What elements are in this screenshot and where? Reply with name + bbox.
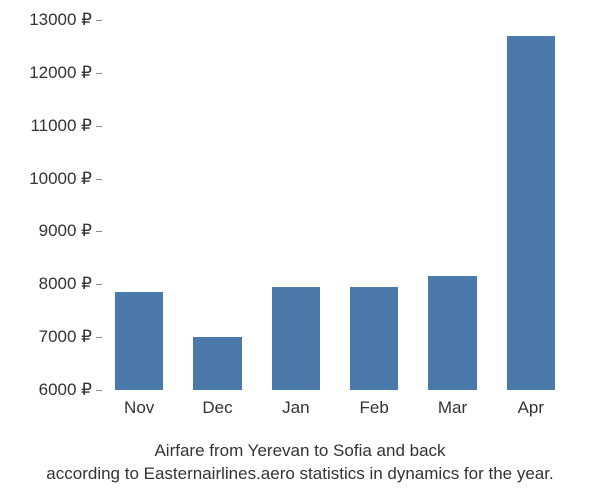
bar bbox=[272, 287, 321, 390]
y-tick-mark bbox=[96, 337, 102, 338]
x-tick-label: Feb bbox=[360, 398, 389, 418]
y-tick-label: 7000 ₽ bbox=[2, 327, 92, 347]
bar bbox=[350, 287, 399, 390]
y-tick-label: 12000 ₽ bbox=[2, 63, 92, 83]
y-tick-label: 11000 ₽ bbox=[2, 116, 92, 136]
x-tick-label: Dec bbox=[202, 398, 232, 418]
y-tick-label: 13000 ₽ bbox=[2, 10, 92, 30]
bar bbox=[428, 276, 477, 390]
bar bbox=[193, 337, 242, 390]
airfare-bar-chart: Airfare from Yerevan to Sofia and back a… bbox=[0, 0, 600, 500]
y-tick-mark bbox=[96, 126, 102, 127]
x-tick-label: Jan bbox=[282, 398, 309, 418]
x-tick-label: Mar bbox=[438, 398, 467, 418]
x-tick-label: Nov bbox=[124, 398, 154, 418]
bar bbox=[115, 292, 164, 390]
y-tick-mark bbox=[96, 179, 102, 180]
chart-caption: Airfare from Yerevan to Sofia and back a… bbox=[0, 440, 600, 486]
y-tick-mark bbox=[96, 231, 102, 232]
y-tick-mark bbox=[96, 284, 102, 285]
y-tick-label: 6000 ₽ bbox=[2, 380, 92, 400]
y-tick-mark bbox=[96, 390, 102, 391]
y-tick-label: 10000 ₽ bbox=[2, 169, 92, 189]
x-tick-label: Apr bbox=[518, 398, 544, 418]
y-tick-mark bbox=[96, 73, 102, 74]
caption-line-1: Airfare from Yerevan to Sofia and back bbox=[154, 441, 445, 460]
y-tick-mark bbox=[96, 20, 102, 21]
caption-line-2: according to Easternairlines.aero statis… bbox=[46, 464, 553, 483]
y-tick-label: 8000 ₽ bbox=[2, 274, 92, 294]
bar bbox=[507, 36, 556, 390]
plot-area bbox=[100, 20, 570, 390]
y-tick-label: 9000 ₽ bbox=[2, 221, 92, 241]
